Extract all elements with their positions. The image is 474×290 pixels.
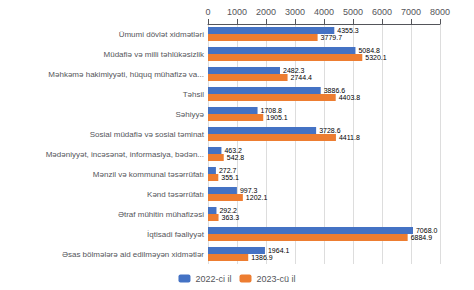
svg-text:2744.4: 2744.4	[291, 74, 313, 81]
svg-text:İqtisadi fəaliyyət: İqtisadi fəaliyyət	[147, 230, 205, 239]
svg-text:1386.9: 1386.9	[251, 254, 273, 261]
svg-text:6000: 6000	[372, 7, 392, 17]
svg-text:5320.1: 5320.1	[365, 54, 387, 61]
svg-text:2023-cü il: 2023-cü il	[256, 274, 295, 284]
svg-text:2482.3: 2482.3	[283, 67, 305, 74]
svg-text:1964.1: 1964.1	[268, 247, 290, 254]
svg-text:5000: 5000	[343, 7, 363, 17]
svg-text:1708.8: 1708.8	[261, 107, 283, 114]
svg-text:2022-ci il: 2022-ci il	[195, 274, 231, 284]
svg-text:Müdafiə və milli təhlükəsizlik: Müdafiə və milli təhlükəsizlik	[104, 50, 205, 59]
svg-text:Mənzil və kommunal təsərrüfatı: Mənzil və kommunal təsərrüfatı	[93, 170, 204, 179]
svg-text:Məhkəmə hakimiyyəti, hüquq müh: Məhkəmə hakimiyyəti, hüquq mühafizə va..…	[48, 70, 204, 79]
svg-text:3000: 3000	[285, 7, 305, 17]
svg-text:3886.6: 3886.6	[324, 87, 346, 94]
svg-text:542.8: 542.8	[227, 154, 245, 161]
svg-text:Səhiyyə: Səhiyyə	[176, 110, 205, 119]
svg-text:4000: 4000	[314, 7, 334, 17]
svg-text:Əsas bölmələrə aid edilməyən x: Əsas bölmələrə aid edilməyən xidmətlər	[62, 250, 204, 259]
svg-text:463.2: 463.2	[224, 147, 242, 154]
svg-text:Sosial müdafiə və sosial təmin: Sosial müdafiə və sosial təminat	[90, 130, 205, 139]
svg-text:5084.8: 5084.8	[358, 47, 380, 54]
svg-text:1905.1: 1905.1	[266, 114, 288, 121]
svg-text:1202.1: 1202.1	[246, 194, 268, 201]
svg-text:Ümumi dövlət xidmətləri: Ümumi dövlət xidmətləri	[119, 30, 205, 39]
svg-text:4403.8: 4403.8	[339, 94, 361, 101]
svg-text:Kənd təsərrüfatı: Kənd təsərrüfatı	[147, 190, 204, 199]
svg-text:Ətraf mühitin mühafizəsi: Ətraf mühitin mühafizəsi	[118, 210, 204, 219]
svg-text:6884.9: 6884.9	[411, 234, 433, 241]
svg-text:355.1: 355.1	[221, 174, 239, 181]
svg-text:3728.6: 3728.6	[319, 127, 341, 134]
svg-text:1000: 1000	[227, 7, 247, 17]
svg-text:363.3: 363.3	[222, 214, 240, 221]
svg-text:4355.3: 4355.3	[337, 27, 359, 34]
svg-text:8000: 8000	[430, 7, 450, 17]
svg-text:Mədəniyyət, incəsənət, informa: Mədəniyyət, incəsənət, informasiya, bədə…	[46, 150, 204, 159]
svg-text:272.7: 272.7	[219, 167, 237, 174]
svg-text:2000: 2000	[256, 7, 276, 17]
svg-text:4411.8: 4411.8	[339, 134, 360, 141]
svg-text:7000: 7000	[401, 7, 421, 17]
svg-text:7068.0: 7068.0	[416, 227, 438, 234]
svg-text:997.3: 997.3	[240, 187, 258, 194]
svg-text:3779.7: 3779.7	[321, 34, 343, 41]
svg-text:Təhsil: Təhsil	[183, 90, 205, 99]
svg-text:292.2: 292.2	[219, 207, 237, 214]
svg-text:0: 0	[205, 7, 210, 17]
